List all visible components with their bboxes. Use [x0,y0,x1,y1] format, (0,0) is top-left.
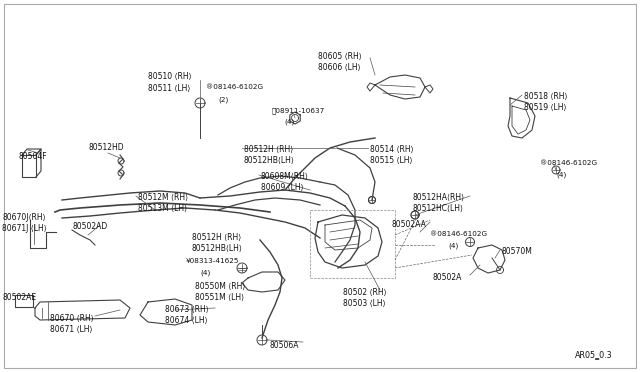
Text: 80674 ⟨LH⟩: 80674 ⟨LH⟩ [165,316,207,325]
Text: 80570M: 80570M [502,247,533,256]
Text: 80551M ⟨LH⟩: 80551M ⟨LH⟩ [195,293,244,302]
Text: 80512HA⟨RH⟩: 80512HA⟨RH⟩ [413,193,465,202]
Text: 80512H ⟨RH⟩: 80512H ⟨RH⟩ [192,233,241,242]
Text: 80671 ⟨LH⟩: 80671 ⟨LH⟩ [50,325,93,334]
Text: 80605 ⟨RH⟩: 80605 ⟨RH⟩ [318,52,362,61]
Text: 80609 ⟨LH⟩: 80609 ⟨LH⟩ [261,183,303,192]
Text: 80606 ⟨LH⟩: 80606 ⟨LH⟩ [318,63,360,72]
Text: 80502AA: 80502AA [392,220,427,229]
Text: 80510 ⟨RH⟩: 80510 ⟨RH⟩ [148,72,191,81]
Text: 80513M ⟨LH⟩: 80513M ⟨LH⟩ [138,204,187,213]
Text: 80502 ⟨RH⟩: 80502 ⟨RH⟩ [343,288,387,297]
Text: ¥08313-41625: ¥08313-41625 [186,258,239,264]
Text: ®08146-6102G: ®08146-6102G [206,84,263,90]
Text: AR05‗0.3: AR05‗0.3 [575,350,612,359]
Text: 80512H ⟨RH⟩: 80512H ⟨RH⟩ [244,145,293,154]
Text: ®08146-6102G: ®08146-6102G [430,231,487,237]
Text: 80518 ⟨RH⟩: 80518 ⟨RH⟩ [524,92,568,101]
Text: 80503 ⟨LH⟩: 80503 ⟨LH⟩ [343,299,386,308]
Text: 80502AE: 80502AE [2,293,36,302]
Text: (4): (4) [448,242,458,248]
Text: 80504F: 80504F [18,152,47,161]
Text: 80512HC⟨LH⟩: 80512HC⟨LH⟩ [413,204,464,213]
Text: 80670J⟨RH⟩: 80670J⟨RH⟩ [2,213,45,222]
Text: 80502A: 80502A [433,273,462,282]
Text: (4): (4) [556,171,566,177]
Text: 80512M ⟨RH⟩: 80512M ⟨RH⟩ [138,193,188,202]
Text: (4): (4) [200,269,211,276]
Text: 80673 ⟨RH⟩: 80673 ⟨RH⟩ [165,305,209,314]
Text: 80670 ⟨RH⟩: 80670 ⟨RH⟩ [50,314,93,323]
Text: 80512HB⟨LH⟩: 80512HB⟨LH⟩ [244,156,295,165]
Text: 80511 ⟨LH⟩: 80511 ⟨LH⟩ [148,84,190,93]
Text: 80502AD: 80502AD [72,222,108,231]
Text: (4): (4) [284,118,294,125]
Text: (2): (2) [218,96,228,103]
Text: 80519 ⟨LH⟩: 80519 ⟨LH⟩ [524,103,566,112]
Text: 80550M ⟨RH⟩: 80550M ⟨RH⟩ [195,282,245,291]
Text: 80608M⟨RH⟩: 80608M⟨RH⟩ [261,172,309,181]
Text: ⓝ08911-10637: ⓝ08911-10637 [272,107,325,113]
Text: 80671J ⟨LH⟩: 80671J ⟨LH⟩ [2,224,47,233]
Bar [15,295,33,307]
Text: 80512HB⟨LH⟩: 80512HB⟨LH⟩ [192,244,243,253]
Text: 80514 ⟨RH⟩: 80514 ⟨RH⟩ [370,145,413,154]
Text: ®08146-6102G: ®08146-6102G [540,160,597,166]
Text: 80506A: 80506A [270,341,300,350]
Text: 80515 ⟨LH⟩: 80515 ⟨LH⟩ [370,156,413,165]
Text: 80512HD: 80512HD [88,143,124,152]
